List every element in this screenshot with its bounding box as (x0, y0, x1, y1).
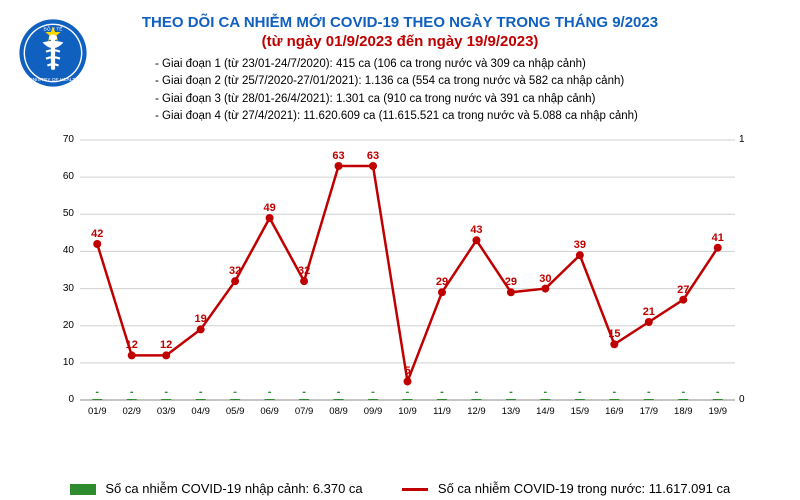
y-axis-right-tick: 0 (739, 394, 763, 405)
line-value-label: 27 (677, 284, 689, 296)
x-axis-tick: 16/9 (605, 406, 624, 417)
bar-value-label: - (647, 386, 651, 398)
x-axis-tick: 17/9 (640, 406, 659, 417)
x-axis-tick: 09/9 (364, 406, 383, 417)
phase-line: - Giai đoạn 3 (từ 28/01-26/4/2021): 1.30… (155, 91, 638, 108)
x-axis-tick: 18/9 (674, 406, 693, 417)
chart-subtitle: (từ ngày 01/9/2023 đến ngày 19/9/2023) (0, 33, 800, 50)
chart-title-block: THEO DÕI CA NHIỄM MỚI COVID-19 THEO NGÀY… (0, 0, 800, 50)
chart-legend: Số ca nhiễm COVID-19 nhập cảnh: 6.370 ca… (0, 480, 800, 496)
y-axis-left-tick: 10 (50, 357, 74, 368)
bar-value-label: - (371, 386, 375, 398)
x-axis-tick: 06/9 (260, 406, 279, 417)
line-value-label: 12 (160, 339, 172, 351)
bar-value-label: - (544, 386, 548, 398)
x-axis-tick: 04/9 (191, 406, 210, 417)
line-value-label: 15 (608, 328, 620, 340)
x-axis-tick: 10/9 (398, 406, 417, 417)
y-axis-left-tick: 70 (50, 134, 74, 145)
line-value-label: 63 (367, 150, 379, 162)
legend-item-line: Số ca nhiễm COVID-19 trong nước: 11.617.… (402, 481, 730, 496)
line-value-label: 43 (470, 224, 482, 236)
line-value-label: 29 (505, 276, 517, 288)
x-axis-tick: 01/9 (88, 406, 107, 417)
x-axis-tick: 14/9 (536, 406, 555, 417)
line-value-label: 41 (712, 232, 724, 244)
x-axis-tick: 07/9 (295, 406, 314, 417)
chart-svg (50, 130, 765, 430)
y-axis-left-tick: 60 (50, 171, 74, 182)
line-value-label: 5 (404, 365, 410, 377)
bar-value-label: - (578, 386, 582, 398)
chart-plot-area: 0 10 20 30 40 50 60 70 0 1 - 01/9 - 02/9 - 03/9 - 04/9 - 05… (50, 130, 765, 430)
x-axis-tick: 15/9 (571, 406, 590, 417)
ministry-logo: MINISTRY OF HEALTH BỘ Y TẾ (18, 18, 88, 88)
line-value-label: 21 (643, 306, 655, 318)
line-value-label: 29 (436, 276, 448, 288)
chart-container: MINISTRY OF HEALTH BỘ Y TẾ THEO DÕI CA N… (0, 0, 800, 500)
legend-label-line: Số ca nhiễm COVID-19 trong nước: 11.617.… (438, 481, 730, 496)
legend-label-bar: Số ca nhiễm COVID-19 nhập cảnh: 6.370 ca (105, 481, 362, 496)
legend-item-bar: Số ca nhiễm COVID-19 nhập cảnh: 6.370 ca (70, 481, 363, 496)
legend-swatch-line (402, 488, 428, 491)
x-axis-tick: 12/9 (467, 406, 486, 417)
line-value-label: 49 (263, 202, 275, 214)
bar-value-label: - (681, 386, 685, 398)
line-value-label: 30 (539, 273, 551, 285)
bar-value-label: - (95, 386, 99, 398)
line-value-label: 32 (298, 265, 310, 277)
line-value-label: 42 (91, 228, 103, 240)
bar-value-label: - (716, 386, 720, 398)
bar-value-label: - (440, 386, 444, 398)
bar-value-label: - (475, 386, 479, 398)
phase-line: - Giai đoạn 2 (từ 25/7/2020-27/01/2021):… (155, 73, 638, 90)
line-value-label: 63 (332, 150, 344, 162)
bar-value-label: - (509, 386, 513, 398)
y-axis-left-tick: 20 (50, 320, 74, 331)
phase-line: - Giai đoạn 1 (từ 23/01-24/7/2020): 415 … (155, 56, 638, 73)
x-axis-tick: 02/9 (122, 406, 141, 417)
x-axis-tick: 03/9 (157, 406, 176, 417)
svg-text:MINISTRY OF HEALTH: MINISTRY OF HEALTH (27, 77, 79, 83)
y-axis-right-tick: 1 (739, 134, 763, 145)
phase-line: - Giai đoạn 4 (từ 27/4/2021): 11.620.609… (155, 108, 638, 125)
y-axis-left-tick: 50 (50, 208, 74, 219)
bar-value-label: - (406, 386, 410, 398)
bar-value-label: - (199, 386, 203, 398)
bar-value-label: - (164, 386, 168, 398)
bar-value-label: - (337, 386, 341, 398)
chart-title: THEO DÕI CA NHIỄM MỚI COVID-19 THEO NGÀY… (0, 14, 800, 31)
y-axis-left-tick: 0 (50, 394, 74, 405)
x-axis-tick: 19/9 (709, 406, 728, 417)
bar-value-label: - (612, 386, 616, 398)
bar-value-label: - (130, 386, 134, 398)
bar-value-label: - (302, 386, 306, 398)
x-axis-tick: 05/9 (226, 406, 245, 417)
phase-annotations: - Giai đoạn 1 (từ 23/01-24/7/2020): 415 … (155, 56, 638, 125)
line-value-label: 12 (126, 339, 138, 351)
bar-value-label: - (268, 386, 272, 398)
y-axis-left-tick: 30 (50, 283, 74, 294)
bar-value-label: - (233, 386, 237, 398)
y-axis-left-tick: 40 (50, 245, 74, 256)
x-axis-tick: 08/9 (329, 406, 348, 417)
line-value-label: 39 (574, 239, 586, 251)
x-axis-tick: 13/9 (502, 406, 521, 417)
line-value-label: 19 (195, 313, 207, 325)
line-value-label: 32 (229, 265, 241, 277)
legend-swatch-bar (70, 484, 96, 495)
x-axis-tick: 11/9 (433, 406, 451, 417)
